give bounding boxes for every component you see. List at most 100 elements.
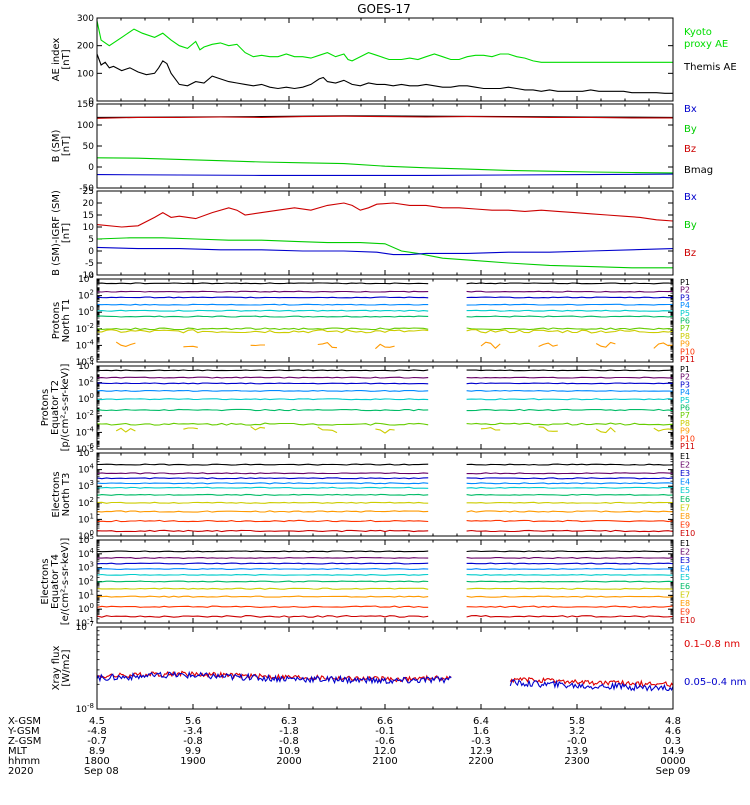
series-line bbox=[466, 477, 673, 480]
legend-entry: E2 bbox=[680, 461, 690, 470]
series-line bbox=[97, 157, 673, 174]
series-line bbox=[466, 303, 673, 306]
panel-frame bbox=[96, 626, 674, 710]
series-line bbox=[375, 428, 395, 434]
series-line bbox=[97, 550, 429, 553]
series-line bbox=[466, 290, 673, 293]
ytick-label: 100 bbox=[78, 602, 94, 615]
legend-entry: E7 bbox=[680, 503, 690, 512]
legend-entry: E7 bbox=[680, 590, 690, 599]
ytick-label: 50 bbox=[83, 142, 95, 152]
axis-tick-value: 6.4 bbox=[473, 716, 489, 727]
axis-tick-value: -0.8 bbox=[279, 736, 299, 747]
axis-row-label: X-GSM bbox=[8, 716, 41, 727]
axis-tick-value: 2300 bbox=[564, 756, 589, 767]
ytick-label: 104 bbox=[78, 547, 94, 560]
legend-entry: P1 bbox=[680, 278, 690, 287]
series-line bbox=[466, 369, 673, 372]
series-group bbox=[97, 202, 673, 269]
axis-row-label: Y-GSM bbox=[7, 726, 40, 737]
ytick-label: 103 bbox=[78, 479, 94, 492]
series-group bbox=[97, 550, 673, 618]
legend-entry: P5 bbox=[680, 396, 690, 405]
legend-entry: 0.05–0.4 nm bbox=[684, 677, 746, 688]
axis-tick-value: 4.6 bbox=[665, 726, 681, 737]
series-line bbox=[466, 422, 673, 426]
legend-entry: By bbox=[684, 220, 697, 231]
series-line bbox=[466, 519, 673, 523]
series-line bbox=[97, 472, 429, 475]
series-line bbox=[97, 290, 429, 293]
ylabel-line: [nT] bbox=[61, 49, 72, 69]
series-line bbox=[466, 493, 673, 496]
axis-tick-value: 12.9 bbox=[470, 746, 492, 757]
axis-tick-value: Sep 09 bbox=[656, 766, 691, 777]
ytick-label: 10-2 bbox=[76, 322, 94, 335]
legend-entry: Bx bbox=[684, 104, 697, 115]
series-line bbox=[466, 296, 673, 299]
legend-entry: P5 bbox=[680, 309, 690, 318]
ytick-label: -10 bbox=[79, 271, 94, 281]
plot-title: GOES-17 bbox=[357, 2, 411, 16]
legend-entry: P2 bbox=[680, 373, 690, 382]
legend-entry: E3 bbox=[680, 556, 690, 565]
series-line bbox=[375, 343, 395, 350]
ytick-label: 102 bbox=[78, 575, 94, 588]
legend-entry: P4 bbox=[680, 301, 690, 310]
series-group bbox=[97, 670, 673, 692]
series-line bbox=[466, 382, 673, 385]
series-line bbox=[466, 587, 673, 590]
axis-tick-value: 5.8 bbox=[569, 716, 585, 727]
series-line bbox=[183, 427, 198, 430]
series-line bbox=[466, 463, 673, 466]
legend-entry: P10 bbox=[680, 347, 695, 356]
ytick-label: 102 bbox=[78, 496, 94, 509]
series-line bbox=[97, 463, 429, 466]
ytick-label: 10 bbox=[83, 223, 95, 233]
axis-tick-value: 9.9 bbox=[185, 746, 201, 757]
series-line bbox=[97, 282, 429, 285]
ylabel-line: Xray flux bbox=[51, 646, 62, 691]
ytick-label: 100 bbox=[77, 69, 94, 79]
series-line bbox=[97, 482, 429, 485]
ylabel-line: North T1 bbox=[61, 299, 72, 343]
axis-tick-value: -4.8 bbox=[87, 726, 107, 737]
series-line bbox=[97, 568, 429, 570]
axis-tick-value: -0.0 bbox=[567, 736, 587, 747]
legend-entry: E10 bbox=[680, 529, 695, 538]
series-group bbox=[97, 463, 673, 533]
series-line bbox=[97, 408, 429, 412]
axis-tick-value: -3.4 bbox=[183, 726, 203, 737]
series-line bbox=[466, 329, 673, 334]
axis-tick-value: 1800 bbox=[84, 756, 109, 767]
axis-tick-value: Sep 08 bbox=[84, 766, 119, 777]
ylabel-line: [p/(cm²-s-sr-keV)] bbox=[60, 364, 71, 452]
series-line bbox=[97, 557, 429, 559]
series-line bbox=[97, 493, 429, 496]
legend-entry: P2 bbox=[680, 286, 690, 295]
legend-entry: Bx bbox=[684, 192, 697, 203]
panel-frame bbox=[96, 190, 674, 276]
series-line bbox=[115, 341, 136, 347]
legend-entry: P6 bbox=[680, 404, 690, 413]
legend-entry: E5 bbox=[680, 486, 690, 495]
series-line bbox=[466, 510, 673, 513]
ytick-label: 0 bbox=[88, 97, 94, 107]
series-line bbox=[466, 486, 673, 489]
series-line bbox=[97, 303, 429, 306]
series-line bbox=[97, 519, 429, 523]
legend-entry: By bbox=[684, 124, 697, 135]
series-line bbox=[97, 329, 429, 334]
series-line bbox=[97, 510, 429, 513]
ytick-label: 150 bbox=[77, 100, 94, 110]
series-line bbox=[97, 670, 452, 683]
legend-entry: P11 bbox=[680, 355, 695, 364]
ytick-label: 200 bbox=[77, 42, 94, 52]
series-line bbox=[97, 53, 673, 94]
ytick-label: -5 bbox=[85, 259, 94, 269]
series-line bbox=[653, 427, 673, 432]
series-line bbox=[250, 426, 266, 431]
